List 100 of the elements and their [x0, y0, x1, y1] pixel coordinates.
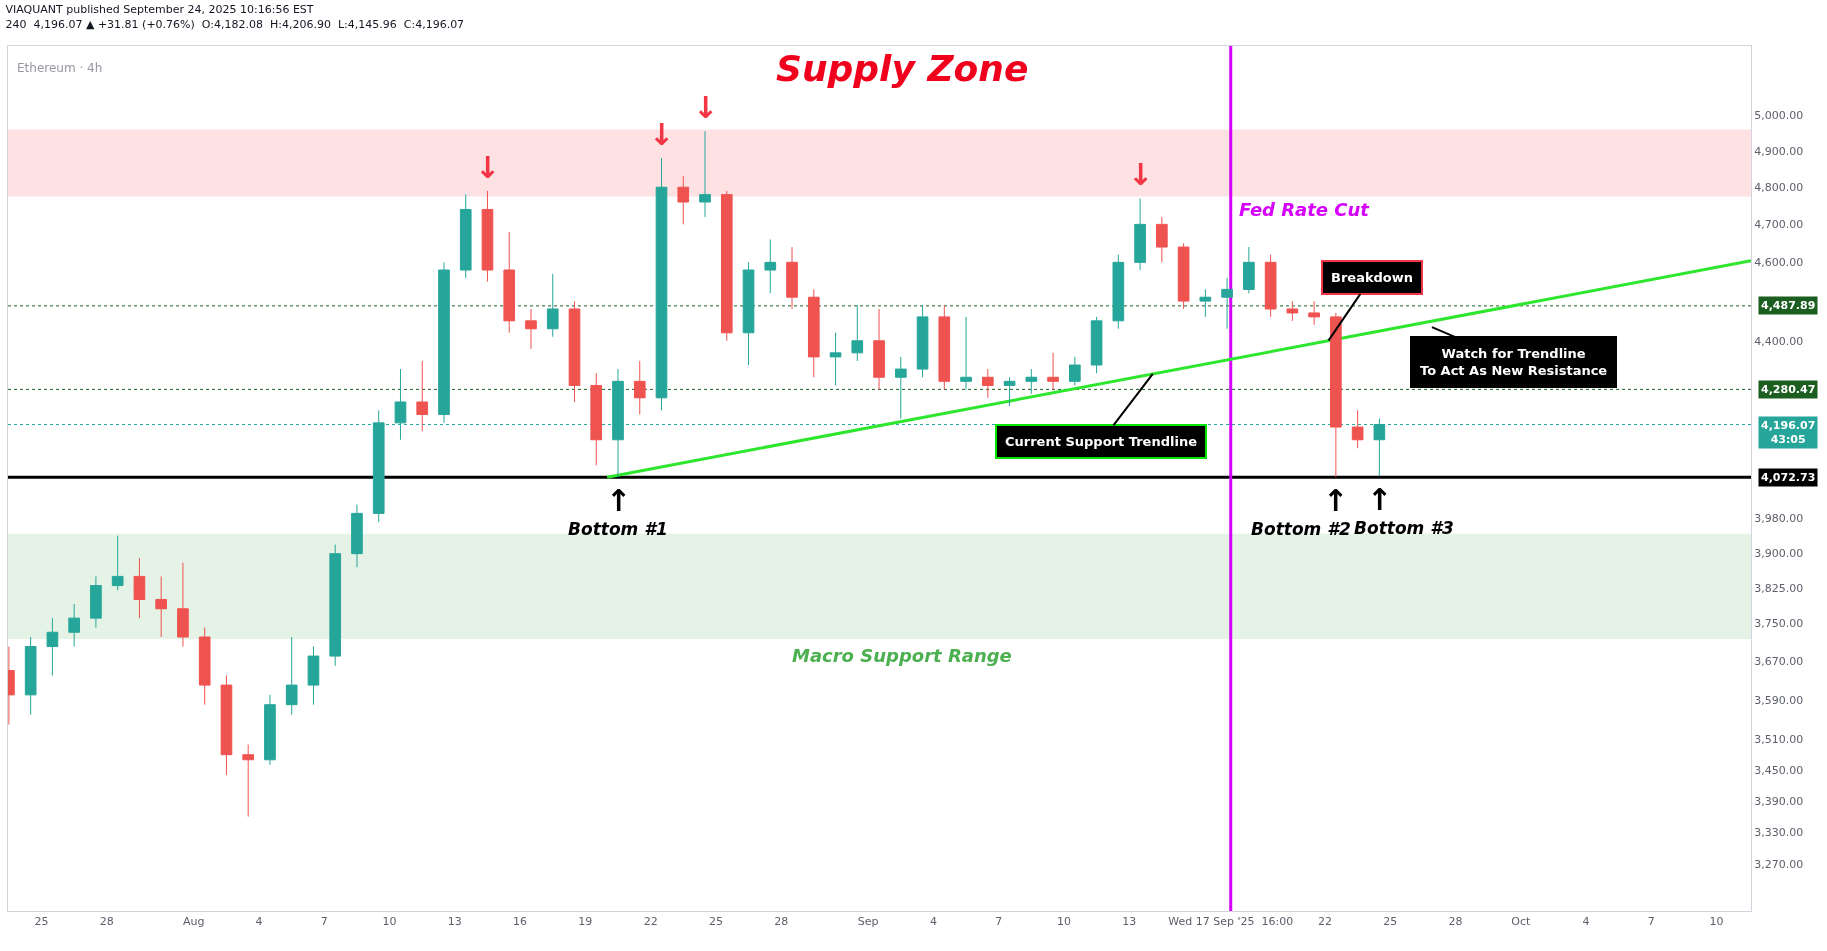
- candlestick: [416, 360, 429, 432]
- candlestick: [68, 603, 80, 648]
- candlestick: [851, 304, 864, 362]
- y-tick-label: 4,800.00: [1754, 181, 1804, 195]
- y-tick-label: 5,000.00: [1754, 109, 1804, 123]
- candlestick: [720, 190, 733, 342]
- band-label: Macro Support Range: [792, 645, 1012, 666]
- x-tick-label: 16: [513, 915, 528, 929]
- candlestick: [90, 575, 102, 629]
- x-tick-label: 7: [995, 915, 1003, 929]
- candlestick: [177, 562, 189, 648]
- candlestick: [1047, 352, 1059, 391]
- candlestick: [155, 575, 168, 638]
- candlestick: [938, 304, 951, 391]
- x-tick-label: 19: [578, 915, 593, 929]
- x-tick-label: 22: [1317, 915, 1332, 929]
- candlestick: [198, 627, 211, 706]
- chart-title: VIAQUANT published September 24, 2025 10:16:56 EST: [5, 3, 314, 17]
- annotation: Bottom #1: [568, 519, 668, 539]
- y-tick-label: 3,670.00: [1754, 654, 1804, 668]
- x-tick-label: 25: [1383, 915, 1398, 929]
- ref-line-label: 4,196.07 43:05: [1761, 419, 1816, 447]
- candlestick: [133, 557, 146, 619]
- annotation: ↓: [475, 150, 501, 185]
- annotation: ↓: [649, 117, 675, 152]
- x-tick-label: 10: [1709, 915, 1724, 929]
- candlestick: [1003, 376, 1016, 407]
- x-tick-label: 13: [1122, 915, 1137, 929]
- x-tick-label: 28: [774, 915, 789, 929]
- x-tick-label: 4: [1582, 915, 1590, 929]
- y-tick-label: 3,330.00: [1754, 826, 1804, 840]
- candlestick: [1330, 312, 1342, 478]
- ref-line-label: 4,487.89: [1761, 299, 1816, 312]
- candlestick: [1286, 300, 1299, 322]
- candlestick: [764, 238, 777, 294]
- annotation: ↓: [1128, 157, 1154, 192]
- candlestick: [786, 246, 798, 310]
- y-tick-label: 3,750.00: [1754, 616, 1804, 630]
- candlestick: [742, 261, 755, 366]
- y-tick-label: 3,825.00: [1754, 581, 1804, 595]
- candlestick: [677, 175, 690, 225]
- candlestick: [1243, 246, 1255, 294]
- y-tick-label: 4,900.00: [1754, 144, 1804, 158]
- candlestick: [285, 636, 298, 716]
- candlestick: [1025, 368, 1038, 395]
- x-tick-label: 7: [320, 915, 328, 929]
- candlestick: [873, 308, 885, 391]
- candlestick: [590, 372, 603, 466]
- chart-subtitle: 240 4,196.07 ▲ +31.81 (+0.76%) O:4,182.08 H:4,206.90 L:4,145.96 C:4,196.07: [5, 17, 465, 31]
- candlestick: [807, 288, 820, 378]
- ref-line-label: 4,072.73: [1761, 471, 1816, 484]
- candlestick: [1199, 288, 1212, 318]
- x-tick-label: 7: [1647, 915, 1655, 929]
- y-tick-label: 4,600.00: [1754, 256, 1804, 270]
- x-tick-label: 4: [255, 915, 263, 929]
- candlestick: [46, 617, 59, 676]
- candlestick: [1134, 197, 1146, 271]
- x-tick-label: 10: [1056, 915, 1071, 929]
- candlestick: [459, 194, 472, 279]
- annotation: ↑: [606, 483, 632, 518]
- candlestick: [1264, 254, 1277, 318]
- x-tick-label: 25: [708, 915, 723, 929]
- x-tick-label: Sep: [857, 915, 879, 929]
- annotation: ↓: [693, 90, 719, 125]
- candlestick: [1351, 409, 1364, 449]
- y-tick-label: 3,900.00: [1754, 547, 1804, 561]
- candlestick: [1177, 242, 1190, 310]
- candlestick: [894, 356, 907, 420]
- candlestick: [1156, 216, 1168, 263]
- annotation: Bottom #2: [1251, 519, 1351, 539]
- candlestick: [351, 504, 363, 568]
- band-label: Supply Zone: [776, 48, 1029, 89]
- candlestick: [525, 308, 537, 350]
- candlestick: [960, 316, 972, 391]
- ref-line-label: Fed Rate Cut: [1239, 199, 1371, 220]
- candlestick: [633, 360, 646, 415]
- y-tick-label: 3,270.00: [1754, 858, 1804, 872]
- candlestick: [1069, 356, 1081, 386]
- candlestick: [307, 646, 320, 706]
- candlestick: [481, 190, 494, 283]
- x-tick-label: 28: [1448, 915, 1463, 929]
- y-tick-label: 3,450.00: [1754, 763, 1804, 777]
- y-tick-label: 3,390.00: [1754, 794, 1804, 808]
- x-tick-label: Aug: [183, 915, 205, 929]
- x-tick-label: 22: [643, 915, 658, 929]
- candlestick: [24, 636, 37, 716]
- annotation: ↑: [1323, 483, 1349, 518]
- ref-line-label: 4,280.47: [1761, 383, 1816, 396]
- candlestick: [503, 231, 516, 334]
- candlestick: [981, 368, 994, 399]
- annotation: Bottom #3: [1354, 518, 1454, 538]
- x-tick-label: 25: [34, 915, 49, 929]
- candlestick: [1308, 300, 1320, 326]
- candlestick: [264, 694, 276, 766]
- annotation: Current Support Trendline: [1005, 434, 1198, 449]
- candlestick: [242, 744, 255, 818]
- y-tick-label: 3,980.00: [1754, 511, 1804, 525]
- x-tick-label: 4: [929, 915, 937, 929]
- annotation: Watch for Trendline To Act As New Resistance: [1420, 346, 1608, 378]
- candlestick: [111, 535, 124, 591]
